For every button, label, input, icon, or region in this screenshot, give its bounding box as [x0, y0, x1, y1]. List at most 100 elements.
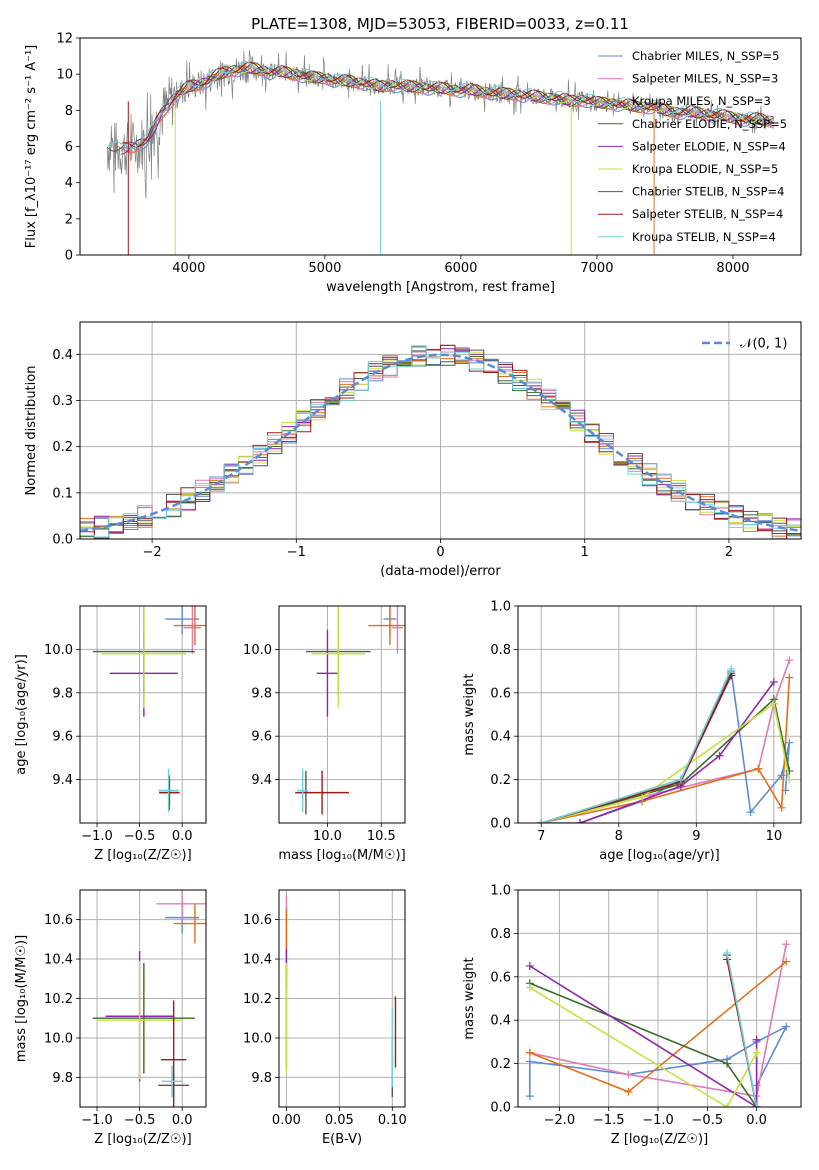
y-tick-label: 9.4	[52, 773, 73, 788]
marker-chabrier-miles	[525, 1057, 534, 1066]
marker-chabrier-miles	[525, 1092, 534, 1101]
age-vs-metallicity-panel: −1.0 −0.5 0.0 9.4 9.6 9.8 10.0 Z [log₁₀(Z/Z☉)] a…	[14, 605, 207, 863]
legend-label: Kroupa MILES, N_SSP=3	[632, 94, 771, 108]
marker-kroupa-elodie	[785, 775, 794, 784]
marker-kroupa-miles	[782, 957, 791, 966]
y-tick-label: 10.0	[243, 643, 272, 658]
marker-kroupa-elodie	[638, 792, 647, 801]
y-tick-label: 9.8	[251, 686, 272, 701]
legend-label: Kroupa ELODIE, N_SSP=5	[632, 162, 778, 176]
legend-label: Salpeter ELODIE, N_SSP=4	[632, 139, 786, 153]
axes-frame	[79, 37, 802, 256]
y-tick-label: 9.6	[251, 730, 272, 745]
line-kroupa-stelib	[541, 668, 732, 823]
x-tick-label: 9	[692, 829, 700, 844]
x-axis-label: Z [log₁₀(Z/Z☉)]	[94, 1132, 191, 1147]
y-axis-label: mass weight	[462, 673, 477, 755]
lines-area	[537, 656, 794, 823]
y-tick-label: 6	[65, 140, 73, 155]
legend-label: Salpeter STELIB, N_SSP=4	[632, 207, 783, 221]
marker-chabrier-miles	[785, 738, 794, 747]
axes-frame	[79, 889, 207, 1108]
x-axis-label: Z [log₁₀(Z/Z☉)]	[611, 1132, 708, 1147]
x-tick-label: 6000	[444, 261, 477, 276]
residuals-panel: −2 −1 0 1 2 0.0 0.1 0.2 0.3 0.4 (data-model)/error…	[24, 321, 802, 579]
x-tick-label: −1	[287, 545, 306, 560]
marker-salpeter-miles	[785, 656, 794, 665]
y-tick-label: 0.4	[490, 730, 511, 745]
x-tick-label: 10.5	[367, 829, 396, 844]
y-axis-label: mass [log₁₀(M/M☉)]	[14, 935, 29, 1062]
marker-chabrier-elodie	[785, 766, 794, 775]
x-tick-label: 10.0	[313, 829, 342, 844]
model-salpeter-stelib	[120, 61, 774, 148]
marker-chabrier-miles	[746, 808, 755, 817]
marker-kroupa-stelib	[752, 1103, 761, 1107]
spectrum-plot-area	[106, 50, 775, 255]
line-chabrier-elodie	[529, 982, 758, 1107]
x-tick-label: 0.05	[325, 1113, 354, 1128]
x-tick-label: −1.0	[642, 1113, 674, 1128]
x-tick-label: 10	[766, 829, 783, 844]
y-tick-label: 10.0	[44, 1031, 73, 1046]
axes-frame	[79, 605, 207, 824]
axes-frame	[278, 889, 406, 1108]
legend-label: Chabrier ELODIE, N_SSP=5	[632, 117, 787, 131]
legend-label: Salpeter MILES, N_SSP=3	[632, 72, 778, 86]
y-tick-label: 10.0	[243, 1031, 272, 1046]
line-salpeter-stelib	[541, 675, 732, 823]
age-vs-mass-panel: 10.0 10.5 9.4 9.6 9.8 10.0 mass [log₁₀(M/M☉)]	[243, 605, 406, 863]
line-chabrier-elodie	[541, 697, 791, 823]
line-kroupa-stelib	[726, 952, 758, 1107]
x-tick-label: 4000	[172, 261, 205, 276]
spectrum-panel: 4000 5000 6000 7000 8000 0 2 4 6 8 10 12 wavelength …	[24, 32, 802, 295]
x-tick-label: 2	[725, 545, 733, 560]
x-tick-label: −1.0	[81, 829, 113, 844]
marker-kroupa-miles	[785, 673, 794, 682]
histogram-kroupa-stelib	[80, 345, 801, 539]
marker-salpeter-elodie	[769, 677, 778, 686]
model-kroupa-stelib	[106, 60, 775, 149]
y-tick-label: 1.0	[490, 884, 511, 899]
marker-kroupa-miles	[525, 1048, 534, 1057]
y-tick-label: 0	[65, 249, 73, 264]
x-axis-label: mass [log₁₀(M/M☉)]	[278, 848, 405, 863]
y-axis-label: age [log₁₀(age/yr)]	[14, 654, 29, 775]
marker-kroupa-elodie	[525, 983, 534, 992]
lines-area	[525, 940, 791, 1107]
legend-label: Chabrier MILES, N_SSP=5	[632, 49, 779, 63]
axes-frame	[278, 605, 406, 824]
x-tick-label: −1.0	[81, 1113, 113, 1128]
y-tick-label: 10.2	[44, 992, 73, 1007]
y-tick-label: 9.8	[251, 1071, 272, 1086]
y-tick-label: 0.6	[490, 970, 511, 985]
line-salpeter-elodie	[529, 965, 758, 1107]
x-axis-label: wavelength [Angstrom, rest frame]	[326, 280, 555, 295]
y-tick-label: 0.2	[490, 773, 511, 788]
points-area	[92, 606, 206, 813]
y-tick-label: 0.2	[490, 1057, 511, 1072]
x-tick-label: −0.5	[124, 1113, 156, 1128]
y-tick-label: 0.0	[490, 1101, 511, 1116]
y-tick-label: 12	[56, 32, 73, 47]
y-tick-label: 10.2	[243, 992, 272, 1007]
mass-weight-vs-metallicity-panel: −2.0 −1.5 −1.0 −0.5 0.0 0.0 0.2 0.4 0.6 0.8 1.0 Z […	[462, 884, 802, 1147]
y-tick-label: 0.1	[52, 486, 73, 501]
x-tick-label: 8000	[716, 261, 749, 276]
marker-kroupa-stelib	[723, 948, 732, 957]
x-axis-label: Z [log₁₀(Z/Z☉)]	[94, 848, 191, 863]
line-kroupa-elodie	[541, 702, 791, 823]
x-tick-label: 0	[436, 545, 444, 560]
mass-vs-metallicity-panel: −1.0 −0.5 0.0 9.8 10.0 10.2 10.4 10.6 Z [log₁₀(Z…	[14, 889, 207, 1147]
line-salpeter-miles	[541, 660, 791, 823]
x-tick-label: 5000	[308, 261, 341, 276]
marker-kroupa-miles	[624, 1087, 633, 1096]
x-tick-label: 0.0	[172, 829, 193, 844]
y-tick-label: 10	[56, 68, 73, 83]
x-tick-label: 0.0	[746, 1113, 767, 1128]
y-tick-label: 9.8	[52, 686, 73, 701]
y-tick-label: 10.0	[44, 643, 73, 658]
x-tick-label: −0.5	[124, 829, 156, 844]
line-chabrier-stelib	[541, 672, 732, 823]
